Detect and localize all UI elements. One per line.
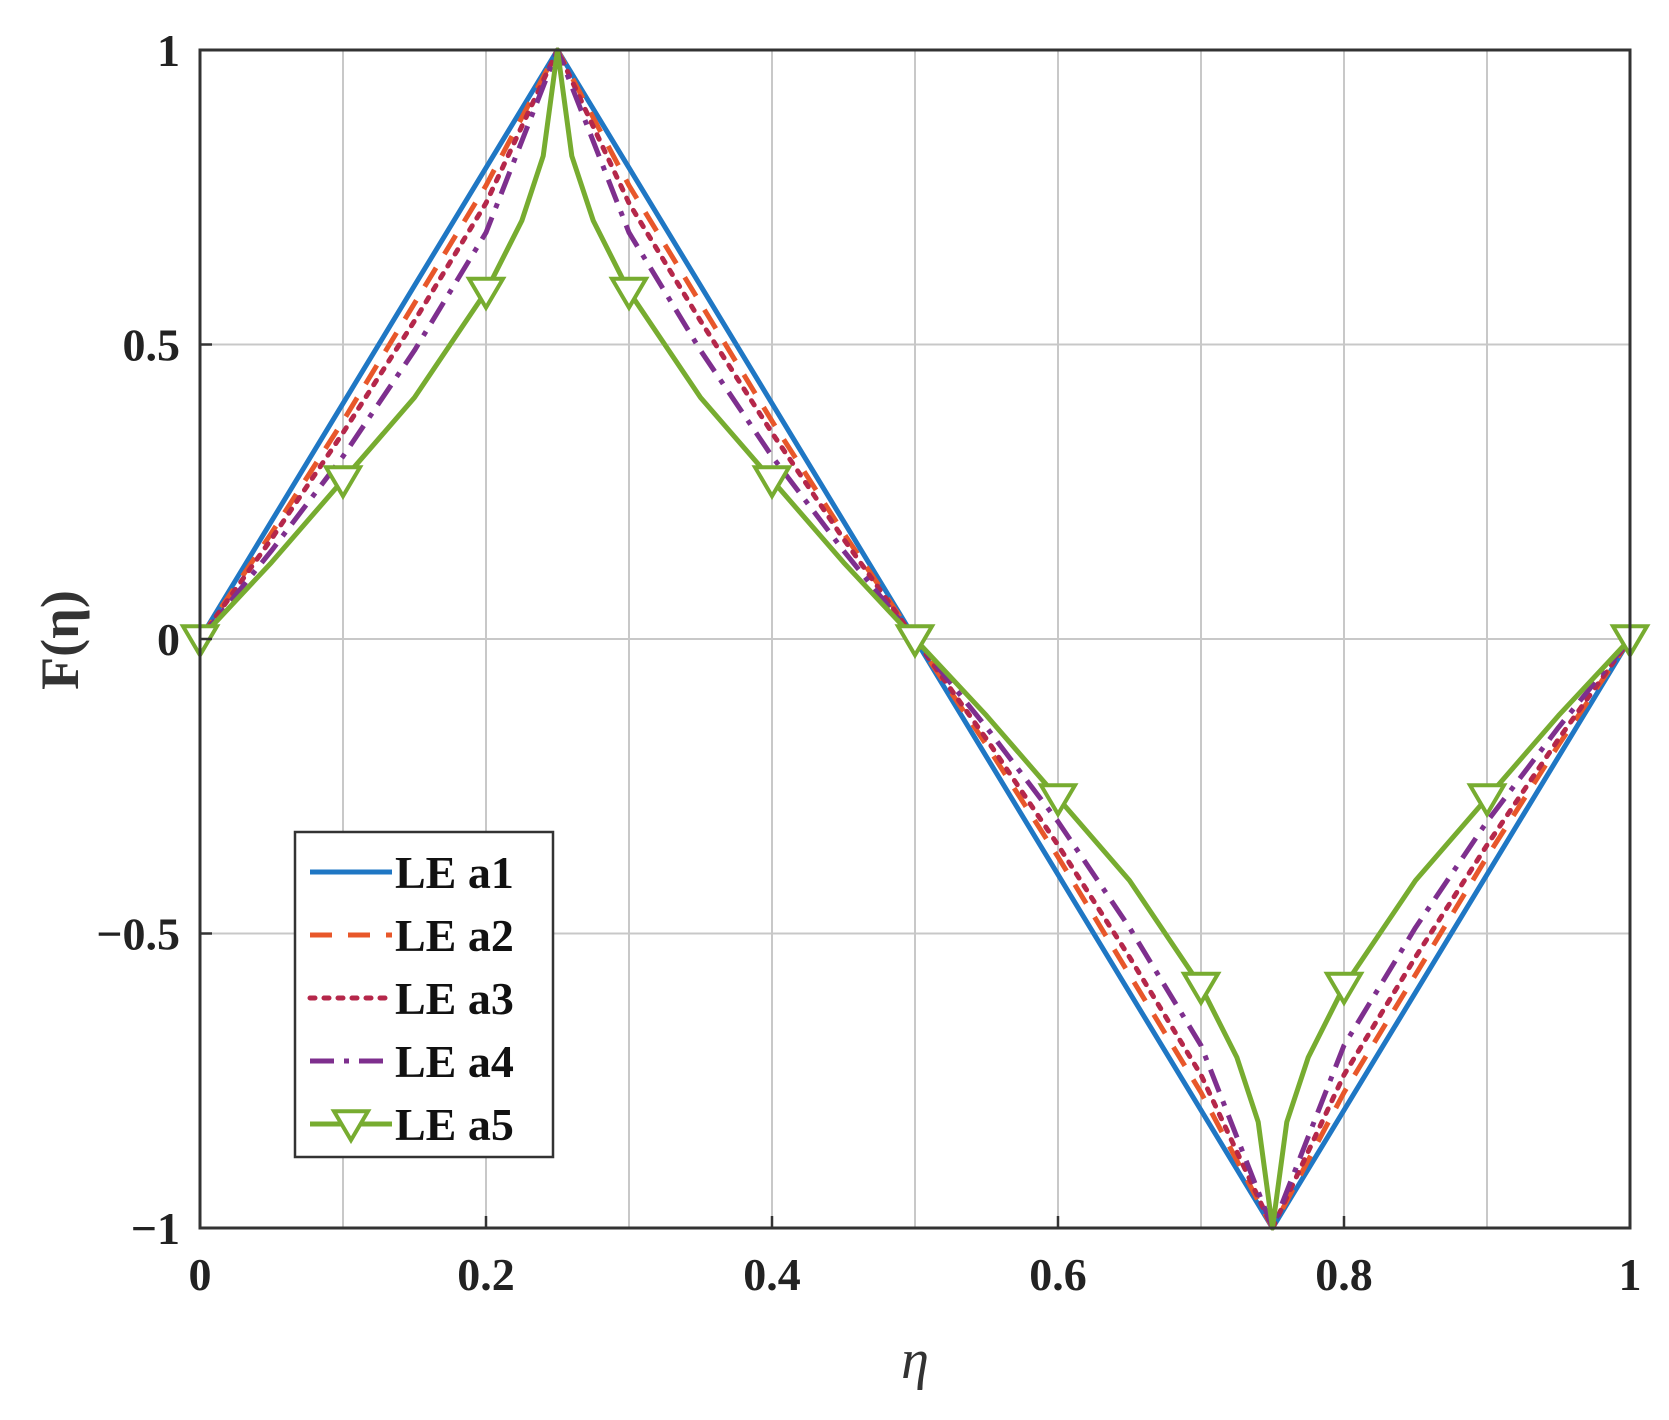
series-marker bbox=[894, 624, 936, 660]
series-marker bbox=[1466, 783, 1508, 819]
legend-box bbox=[293, 830, 555, 1159]
x-tick-label: 0.6 bbox=[1029, 1249, 1087, 1300]
x-tick-label: 1 bbox=[1619, 1249, 1642, 1300]
series-marker bbox=[1180, 971, 1222, 1007]
x-tick-label: 0.8 bbox=[1315, 1249, 1373, 1300]
y-tick-label: 0 bbox=[157, 614, 180, 665]
y-tick-label: 1 bbox=[157, 25, 180, 76]
legend-label-1: LE a1 bbox=[395, 847, 514, 898]
series-marker bbox=[465, 276, 507, 312]
series-marker bbox=[751, 465, 793, 501]
legend-label-2: LE a2 bbox=[395, 910, 514, 961]
series-layer bbox=[179, 47, 1651, 1231]
y-axis-label: F(η) bbox=[30, 590, 90, 690]
legend: LE a1 LE a2 LE a3 LE a4 LE a5 bbox=[293, 830, 555, 1159]
x-tick-label: 0 bbox=[189, 1249, 212, 1300]
legend-label-3: LE a3 bbox=[395, 973, 514, 1024]
series-marker bbox=[608, 276, 650, 312]
y-tick-label: −0.5 bbox=[96, 909, 180, 960]
series-marker bbox=[1323, 971, 1365, 1007]
series-marker bbox=[1037, 783, 1079, 819]
x-axis-label: η bbox=[901, 1329, 929, 1391]
legend-entries: LE a1 LE a2 LE a3 LE a4 LE a5 bbox=[307, 847, 514, 1150]
x-tick-label: 0.4 bbox=[743, 1249, 801, 1300]
y-tick-label: 0.5 bbox=[123, 320, 181, 371]
legend-marker bbox=[330, 1109, 372, 1145]
x-tick-label: 0.2 bbox=[457, 1249, 515, 1300]
series-marker bbox=[322, 465, 364, 501]
tick-layer: 0 0.2 0.4 0.6 0.8 1 1 0.5 0 −0.5 −1 bbox=[96, 25, 1641, 1300]
y-tick-label: −1 bbox=[131, 1203, 180, 1254]
legend-label-5: LE a5 bbox=[395, 1099, 514, 1150]
legend-label-4: LE a4 bbox=[395, 1036, 514, 1087]
